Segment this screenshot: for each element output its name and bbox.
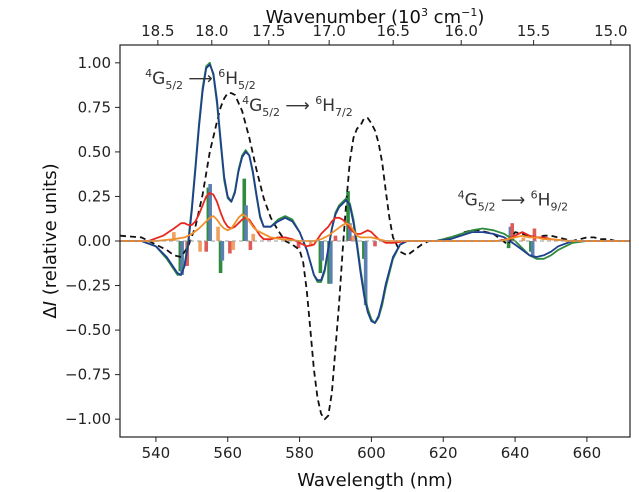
ticks-layer: 540 560 580 600 620 640 660 1.00 0.75 0.50 0.25 0.0…	[65, 22, 628, 462]
y-tick-label: 1.00	[78, 54, 111, 72]
y-tick-label: −0.50	[65, 321, 111, 339]
x-tick-label: 580	[285, 444, 314, 462]
plot-content	[120, 61, 630, 421]
stick-bar	[172, 232, 176, 241]
stick-bar	[248, 241, 253, 250]
top-tick-label: 15.5	[517, 22, 550, 40]
stick-bar	[228, 241, 232, 254]
stick-bar	[216, 226, 220, 241]
top-tick-label: 15.0	[594, 22, 627, 40]
stick-bar	[320, 241, 325, 261]
stick-bar	[346, 191, 350, 241]
stick-bar	[296, 241, 301, 249]
stick-bar	[244, 205, 248, 241]
top-tick-label: 17.0	[312, 22, 345, 40]
x-tick-label: 640	[501, 444, 530, 462]
stick-bar	[333, 235, 338, 241]
y-tick-label: 0.25	[78, 187, 111, 205]
stick-bar	[220, 241, 225, 261]
y-tick-label: −0.25	[65, 277, 111, 295]
stick-bar	[231, 241, 235, 250]
stick-bar	[373, 241, 377, 247]
stick-bar	[351, 235, 356, 241]
y-axis-title: ΔI (relative units)	[40, 163, 61, 318]
transition-label: 4G5/2 ⟶ 6H7/2	[242, 94, 353, 119]
transition-label: 4G5/2 ⟶ 6H5/2	[145, 67, 256, 92]
series-line	[120, 92, 630, 421]
top-tick-label: 18.0	[195, 22, 228, 40]
y-tick-label: −0.75	[65, 366, 111, 384]
stick-bar	[363, 241, 368, 306]
stick-bar	[180, 241, 184, 275]
y-tick-label: 0.00	[78, 232, 111, 250]
series-line	[120, 61, 630, 324]
stick-bar	[532, 228, 537, 241]
x-tick-label: 540	[142, 444, 171, 462]
y-tick-label: 0.75	[78, 98, 111, 116]
stick-bar	[198, 241, 202, 252]
stick-bar	[308, 241, 313, 247]
top-tick-label: 16.5	[376, 22, 409, 40]
x-tick-label: 660	[573, 444, 602, 462]
stick-bar	[521, 237, 526, 241]
stick-bar	[204, 241, 208, 252]
series-line	[120, 213, 630, 242]
transition-label: 4G5/2 ⟶ 6H9/2	[458, 188, 569, 213]
stick-bar	[348, 223, 352, 241]
x-axis-title: Wavelength (nm)	[297, 470, 453, 491]
stick-bar	[329, 241, 333, 284]
top-axis-title: Wavenumber (103 cm−1)	[266, 6, 485, 28]
stick-bar	[510, 223, 514, 241]
stick-bar	[251, 233, 256, 241]
y-tick-label: 0.50	[78, 143, 111, 161]
y-tick-label: −1.00	[65, 410, 111, 428]
x-tick-label: 600	[357, 444, 386, 462]
stick-bar	[530, 241, 535, 256]
stick-bar	[208, 183, 212, 241]
x-tick-label: 620	[429, 444, 458, 462]
x-tick-label: 560	[213, 444, 242, 462]
top-tick-label: 17.5	[252, 22, 285, 40]
top-tick-label: 18.5	[141, 22, 174, 40]
stick-bar	[506, 241, 511, 249]
series-line	[120, 63, 630, 324]
top-tick-label: 16.0	[444, 22, 477, 40]
